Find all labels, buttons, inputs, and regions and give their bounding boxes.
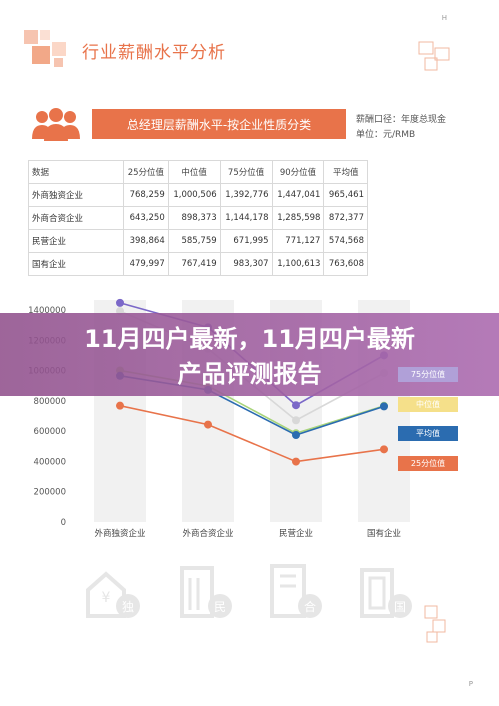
data-point xyxy=(116,401,124,410)
data-point xyxy=(292,401,300,410)
icon-glyph: 民 xyxy=(214,600,226,614)
people-icon xyxy=(32,108,80,141)
data-point xyxy=(292,430,300,439)
overlay-title-line2: 产品评测报告 xyxy=(177,360,322,388)
joint-venture-building-icon: 合 xyxy=(266,560,328,622)
table-cell: 1,000,506 xyxy=(167,183,221,207)
table-cell: 1,285,598 xyxy=(271,206,325,230)
table-cell: 763,608 xyxy=(323,252,368,276)
overlay-title-line1: 11月四户最新，11月四户最新 xyxy=(84,325,415,353)
y-tick-label: 800000 xyxy=(34,397,66,407)
table-cell: 767,419 xyxy=(167,252,221,276)
y-tick-label: 1400000 xyxy=(28,306,66,316)
page-title: 行业薪酬水平分析 xyxy=(82,43,226,63)
logo-squares-icon xyxy=(24,30,72,70)
x-tick-label: 民营企业 xyxy=(279,528,313,539)
table-cell: 1,447,041 xyxy=(271,183,325,207)
y-tick-label: 200000 xyxy=(34,488,66,498)
y-tick-label: 0 xyxy=(61,518,66,528)
table-header-cell: 数据 xyxy=(28,160,124,184)
series-line xyxy=(119,404,385,463)
x-tick-label: 国有企业 xyxy=(367,528,401,539)
corner-grid-icon xyxy=(424,605,446,643)
banner-title: 总经理层薪酬水平-按企业性质分类 xyxy=(126,118,312,132)
table-cell: 898,373 xyxy=(167,206,221,230)
legend-item: 25分位值 xyxy=(398,456,458,471)
table-cell: 外商独资企业 xyxy=(28,183,124,207)
title-overlay: 11月四户最新，11月四户最新 产品评测报告 xyxy=(0,313,499,396)
table-header-row: 数据 25分位值 中位值 75分位值 90分位值 平均值 xyxy=(28,160,368,184)
table-cell: 585,759 xyxy=(167,229,221,253)
table-row: 外商合资企业 643,250 898,373 1,144,178 1,285,5… xyxy=(28,206,368,230)
table-cell: 872,377 xyxy=(323,206,368,230)
unit-text: 单位：元/RMB xyxy=(356,130,416,140)
table-cell: 965,461 xyxy=(323,183,368,207)
table-cell: 983,307 xyxy=(219,252,273,276)
svg-text:¥: ¥ xyxy=(102,590,111,606)
section-banner: 总经理层薪酬水平-按企业性质分类 xyxy=(92,109,346,139)
table-cell: 398,864 xyxy=(123,229,169,253)
data-point xyxy=(292,457,300,466)
icon-glyph: 国 xyxy=(394,600,406,614)
table-header-cell: 中位值 xyxy=(167,160,221,184)
x-tick-label: 外商独资企业 xyxy=(94,528,145,539)
data-point xyxy=(116,298,124,307)
corner-mark: H xyxy=(441,14,447,22)
data-point xyxy=(292,416,300,425)
foreign-enterprise-building-icon: ¥ 独 xyxy=(84,560,146,622)
corner-grid-icon xyxy=(418,41,450,71)
salary-table: 数据 25分位值 中位值 75分位值 90分位值 平均值 外商独资企业 768,… xyxy=(28,160,368,276)
table-header-cell: 平均值 xyxy=(323,160,368,184)
overlay-title: 11月四户最新，11月四户最新 产品评测报告 xyxy=(0,322,499,392)
table-cell: 1,100,613 xyxy=(271,252,325,276)
page-mark: P xyxy=(468,680,473,688)
table-cell: 外商合资企业 xyxy=(28,206,124,230)
table-cell: 1,144,178 xyxy=(219,206,273,230)
table-header-cell: 75分位值 xyxy=(219,160,273,184)
salary-basis-text: 薪酬口径：年度总现金 xyxy=(356,115,447,125)
y-tick-label: 600000 xyxy=(34,427,66,437)
legend-item: 75分位值 xyxy=(398,367,458,382)
table-cell: 671,995 xyxy=(219,229,273,253)
icon-glyph: 合 xyxy=(304,599,316,614)
table-row: 国有企业 479,997 767,419 983,307 1,100,613 7… xyxy=(28,252,368,276)
table-cell: 574,568 xyxy=(323,229,368,253)
table-cell: 771,127 xyxy=(271,229,325,253)
legend-item: 平均值 xyxy=(398,426,458,441)
table-row: 民营企业 398,864 585,759 671,995 771,127 574… xyxy=(28,229,368,253)
private-enterprise-building-icon: 民 xyxy=(176,560,238,622)
data-point xyxy=(380,445,388,454)
table-cell: 民营企业 xyxy=(28,229,124,253)
table-header-cell: 90分位值 xyxy=(271,160,325,184)
data-point xyxy=(380,402,388,411)
table-cell: 643,250 xyxy=(123,206,169,230)
table-cell: 国有企业 xyxy=(28,252,124,276)
icon-glyph: 独 xyxy=(122,600,134,614)
table-row: 外商独资企业 768,259 1,000,506 1,392,776 1,447… xyxy=(28,183,368,207)
table-cell: 1,392,776 xyxy=(219,183,273,207)
state-enterprise-building-icon: 国 xyxy=(356,560,418,622)
x-tick-label: 外商合资企业 xyxy=(182,528,233,539)
y-tick-label: 400000 xyxy=(34,457,66,467)
data-point xyxy=(204,420,212,429)
legend-item: 中位值 xyxy=(398,397,458,412)
table-header-cell: 25分位值 xyxy=(123,160,169,184)
table-cell: 479,997 xyxy=(123,252,169,276)
table-cell: 768,259 xyxy=(123,183,169,207)
